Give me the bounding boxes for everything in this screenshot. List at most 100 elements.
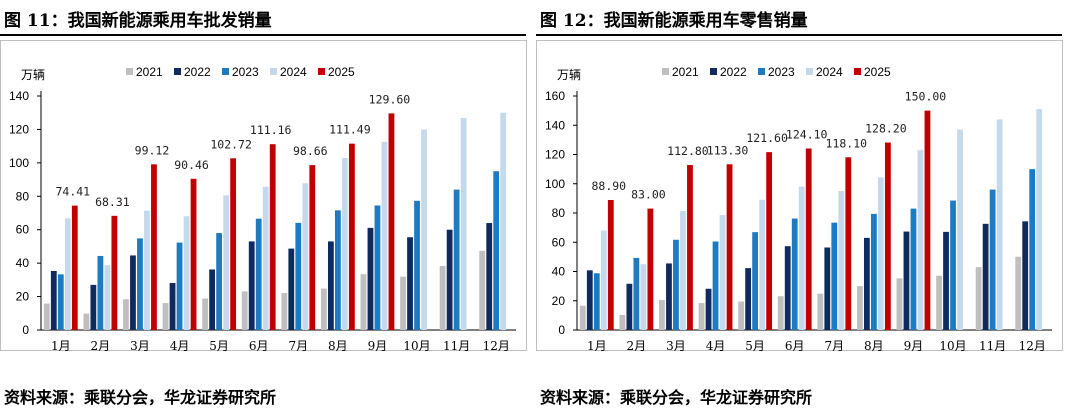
data-label: 88.90	[591, 179, 626, 193]
bar-2023	[633, 257, 640, 330]
bar-2024	[381, 141, 388, 330]
bar-2023	[57, 274, 64, 330]
x-tick-label: 11月	[443, 339, 470, 352]
bar-2025	[766, 152, 773, 330]
bar-2023	[493, 171, 500, 330]
bar-2021	[400, 276, 406, 330]
bar-2023	[414, 200, 420, 330]
bar-2025	[348, 143, 355, 330]
bar-2025	[309, 165, 316, 330]
bar-2025	[805, 148, 812, 330]
bar-2024	[500, 112, 507, 330]
bar-2022	[863, 237, 870, 330]
bar-2023	[712, 241, 719, 330]
bar-2025	[190, 178, 197, 330]
chart-panel-wholesale: 图 11：我国新能源乘用车批发销量 万辆 0 20 40 60 80 100 120 140 20…	[0, 0, 530, 414]
bar-2022	[407, 237, 413, 330]
figure-title: 图 12：我国新能源乘用车零售销量	[540, 11, 808, 31]
bar-2021	[936, 275, 942, 330]
bar-2024	[223, 195, 230, 330]
x-tick-label: 1月	[51, 339, 71, 352]
bar-2024	[144, 210, 150, 330]
x-tick-label: 6月	[249, 339, 269, 352]
figure-title: 图 11：我国新能源乘用车批发销量	[4, 11, 272, 31]
bar-2021	[856, 286, 863, 330]
bar-2022	[943, 231, 949, 330]
x-tick-label: 2月	[627, 339, 647, 352]
data-label: 129.60	[369, 92, 411, 106]
legend-label: 2021	[136, 65, 163, 79]
legend-swatch	[174, 68, 181, 75]
data-label: 112.80	[667, 144, 709, 158]
bar-2021	[659, 300, 665, 330]
bar-2021	[162, 303, 169, 330]
bar-2024	[640, 264, 647, 330]
y-tick-label: 0	[22, 323, 29, 337]
legend-swatch	[270, 68, 277, 75]
x-tick-label: 6月	[785, 339, 805, 352]
x-tick-label: 5月	[209, 339, 229, 352]
unit-label: 万辆	[21, 68, 45, 82]
y-tick-label: 40	[16, 256, 30, 270]
bar-2021	[43, 303, 50, 330]
x-tick-label: 2月	[91, 339, 111, 352]
bar-2021	[360, 274, 367, 330]
bar-2025	[388, 113, 395, 330]
bar-2022	[90, 284, 97, 330]
bar-2021	[123, 299, 129, 330]
data-label: 113.30	[707, 143, 749, 157]
bar-2022	[586, 270, 593, 330]
x-tick-label: 3月	[666, 339, 686, 352]
bar-2023	[374, 205, 381, 330]
x-tick-label: 3月	[130, 339, 150, 352]
bar-2022	[327, 241, 334, 330]
data-label: 74.41	[55, 185, 90, 199]
bar-2022	[903, 231, 910, 330]
bar-2021	[579, 305, 586, 330]
chart-panel-retail: 图 12：我国新能源乘用车零售销量 万辆 0 20 40 60 80 100 120 140 16…	[536, 0, 1066, 414]
legend-swatch	[806, 68, 813, 75]
data-label: 111.49	[329, 123, 371, 137]
data-label: 99.12	[135, 143, 170, 157]
legend-swatch	[854, 68, 861, 75]
bar-2022	[1022, 221, 1029, 330]
bar-2022	[248, 241, 255, 330]
y-tick-label: 140	[9, 89, 29, 103]
bar-2023	[1029, 169, 1036, 330]
bar-2023	[989, 189, 996, 330]
bar-2025	[607, 199, 614, 330]
bar-2025	[726, 164, 733, 330]
y-tick-label: 100	[545, 177, 565, 191]
bar-2022	[130, 255, 136, 330]
bar-2021	[241, 291, 248, 330]
legend-swatch	[318, 68, 325, 75]
bar-2023	[97, 255, 104, 330]
bar-2024	[600, 230, 607, 330]
bar-2023	[752, 232, 759, 330]
x-tick-label: 7月	[288, 339, 308, 352]
bar-2022	[982, 223, 989, 330]
source-note: 资料来源：乘联分会，华龙证券研究所	[540, 388, 813, 407]
legend-label: 2022	[184, 65, 211, 79]
bar-2025	[230, 158, 237, 330]
bar-2021	[202, 298, 209, 330]
y-tick-label: 60	[16, 223, 30, 237]
bar-2024	[680, 211, 686, 330]
x-tick-label: 9月	[904, 339, 924, 352]
legend-swatch	[758, 68, 765, 75]
bar-2023	[453, 189, 460, 330]
bar-2025	[845, 157, 852, 330]
x-tick-label: 12月	[1019, 339, 1046, 352]
data-label: 102.72	[210, 137, 252, 151]
bar-2023	[137, 238, 143, 330]
y-tick-label: 80	[16, 189, 30, 203]
legend-label: 2021	[672, 65, 699, 79]
y-tick-label: 80	[552, 206, 566, 220]
y-tick-label: 0	[558, 323, 565, 337]
data-label: 121.60	[746, 131, 788, 145]
bar-2024	[302, 183, 309, 330]
bar-2024	[957, 129, 963, 330]
x-tick-label: 10月	[939, 339, 966, 352]
legend-label: 2025	[328, 65, 355, 79]
bar-2024	[104, 265, 111, 330]
